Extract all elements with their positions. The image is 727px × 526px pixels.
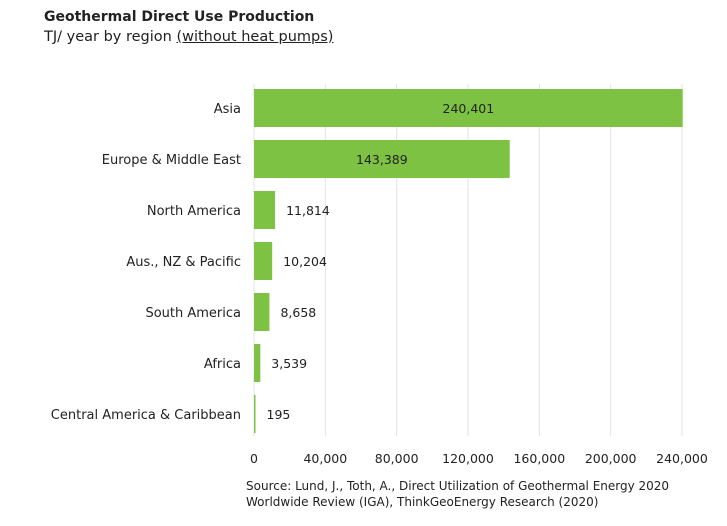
data-label: 143,389 (356, 152, 408, 167)
data-label: 195 (267, 407, 291, 422)
category-label: Asia (214, 102, 241, 117)
data-label: 10,204 (283, 254, 327, 269)
x-tick-label: 240,000 (656, 451, 708, 466)
category-label: Aus., NZ & Pacific (126, 255, 241, 270)
category-label: Europe & Middle East (102, 153, 241, 168)
data-label: 3,539 (271, 356, 307, 371)
chart-subtitle: TJ/ year by region (without heat pumps) (44, 29, 333, 45)
x-tick-label: 0 (250, 451, 258, 466)
bar (254, 89, 683, 127)
bar (254, 242, 273, 280)
data-label: 240,401 (443, 101, 495, 116)
data-label: 11,814 (286, 203, 330, 218)
source-line-2: Worldwide Review (IGA), ThinkGeoEnergy R… (246, 495, 599, 509)
source-note: Source: Lund, J., Toth, A., Direct Utili… (246, 478, 669, 510)
data-label: 8,658 (280, 305, 316, 320)
source-line-1: Source: Lund, J., Toth, A., Direct Utili… (246, 479, 670, 493)
subtitle-text: TJ/ year by region (44, 29, 177, 45)
category-label: South America (145, 306, 241, 321)
bar (254, 344, 261, 382)
x-tick-label: 120,000 (442, 451, 494, 466)
x-tick-label: 40,000 (303, 451, 347, 466)
bar (254, 293, 270, 331)
bar (254, 395, 256, 433)
category-label: Central America & Caribbean (51, 408, 241, 423)
bar (254, 191, 276, 229)
category-label: Africa (204, 357, 241, 372)
subtitle-underlined: (without heat pumps) (176, 29, 334, 45)
bar (254, 140, 510, 178)
category-label: North America (147, 204, 241, 219)
chart-title: Geothermal Direct Use Production (44, 9, 315, 25)
x-tick-label: 200,000 (585, 451, 637, 466)
x-tick-label: 80,000 (375, 451, 419, 466)
x-tick-label: 160,000 (513, 451, 565, 466)
